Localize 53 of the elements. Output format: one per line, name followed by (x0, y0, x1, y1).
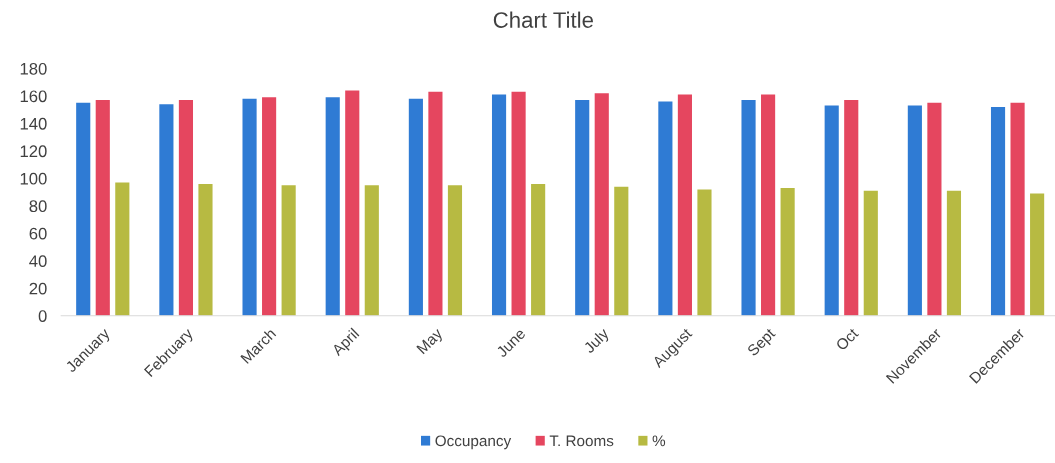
bar (345, 90, 360, 316)
bar (614, 186, 629, 316)
bar (364, 185, 379, 316)
bar (844, 100, 859, 316)
bar (178, 100, 193, 316)
bar (262, 97, 277, 316)
bar (76, 102, 91, 316)
bar (594, 93, 609, 316)
bar (741, 100, 756, 316)
bar (824, 105, 839, 316)
bar (198, 183, 213, 316)
y-tick-label: 100 (20, 172, 47, 185)
y-tick-label: 0 (38, 310, 47, 322)
bar (242, 98, 257, 316)
y-tick-label: 120 (20, 145, 47, 158)
bar (927, 102, 942, 316)
bar (907, 105, 922, 316)
bar (95, 100, 110, 316)
x-tick-label: July (582, 326, 612, 356)
bar (677, 94, 692, 316)
bar (575, 100, 590, 316)
bar (946, 190, 962, 316)
y-tick-label: 40 (29, 255, 47, 268)
bar (761, 94, 776, 316)
bar (511, 91, 526, 316)
bar (531, 183, 546, 316)
bar (990, 106, 1006, 316)
bar (159, 104, 174, 316)
bar (115, 182, 130, 316)
bar (1030, 193, 1045, 316)
bar (658, 101, 673, 316)
legend-label: % (652, 435, 666, 447)
x-tick-label: May (416, 327, 446, 357)
bar (697, 189, 712, 316)
y-tick-label: 20 (29, 282, 47, 295)
x-tick-label: Oct (835, 327, 860, 352)
y-tick-label: 160 (20, 90, 47, 103)
bar (325, 97, 340, 316)
legend-label: T. Rooms (549, 435, 614, 447)
bar (863, 190, 878, 316)
bar (447, 185, 463, 316)
bar (491, 94, 507, 316)
bar (281, 185, 296, 316)
bar (1010, 102, 1025, 316)
chart-title: Chart Title (493, 11, 593, 28)
bar (428, 91, 443, 316)
bar (780, 188, 795, 316)
bar (408, 98, 423, 316)
y-tick-label: 80 (29, 200, 47, 213)
y-tick-label: 140 (20, 117, 47, 130)
y-tick-label: 60 (29, 227, 47, 240)
y-tick-label: 180 (20, 62, 47, 75)
legend-label: Occupancy (435, 435, 512, 450)
